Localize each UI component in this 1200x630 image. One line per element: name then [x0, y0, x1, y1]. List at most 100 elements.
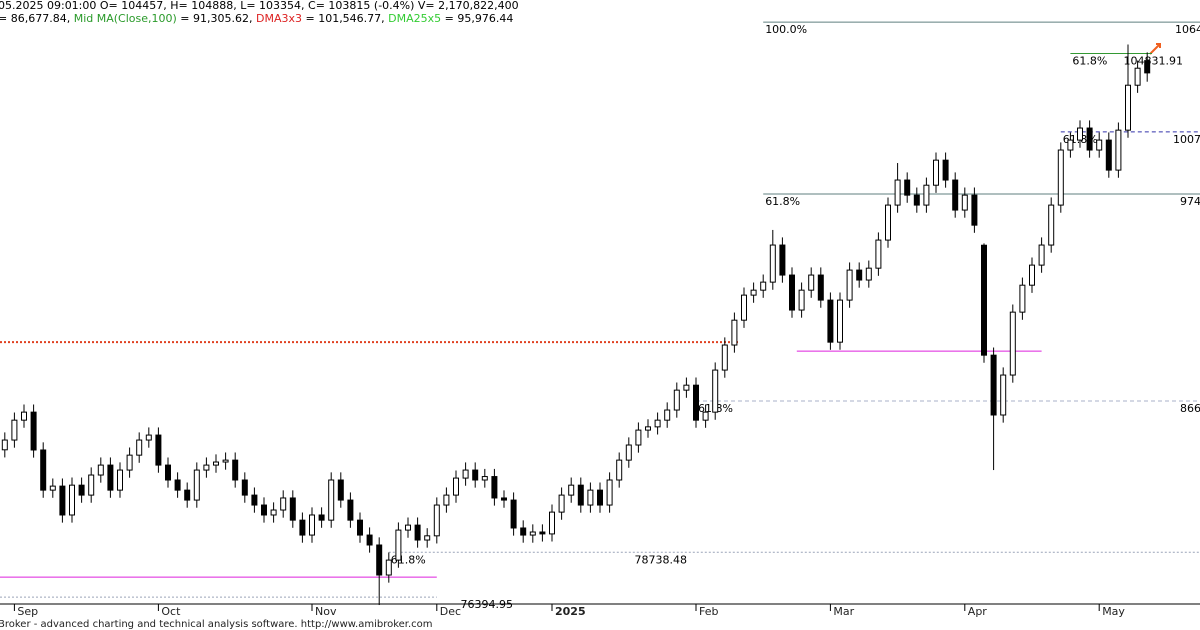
candle-body	[981, 244, 987, 356]
candle-body	[357, 519, 363, 536]
level-label: 61.8%	[765, 195, 800, 208]
candle-body	[875, 239, 882, 269]
candle-body	[683, 384, 690, 391]
header-segment: DMA25x5	[388, 12, 441, 25]
candle-body	[712, 369, 719, 413]
candle-body	[107, 464, 114, 491]
candle-body	[424, 535, 431, 541]
candle-body	[222, 459, 229, 463]
candle-body	[894, 179, 901, 206]
candle-body	[568, 484, 575, 496]
level-price-label: 104831.91	[1124, 54, 1184, 67]
candle-body	[1077, 127, 1083, 141]
candle-body	[693, 384, 699, 421]
candle-body	[952, 179, 959, 211]
candle-body	[721, 344, 728, 371]
header-segment: = 95,976.44	[441, 12, 513, 25]
candle-body	[78, 484, 85, 496]
header-segment: DMA3x3	[256, 12, 302, 25]
candle-body	[510, 499, 517, 529]
candle-body	[520, 527, 527, 536]
candle-body	[760, 281, 767, 291]
candle-body	[414, 524, 421, 541]
candle-body	[1086, 127, 1093, 151]
candle-body	[193, 469, 200, 501]
candle-body	[1144, 60, 1151, 74]
x-tick-label: May	[1102, 605, 1125, 618]
candle-body	[117, 469, 123, 491]
level-price-label: 76394.95	[461, 598, 514, 611]
candle-body	[261, 504, 267, 516]
candle-body	[731, 319, 738, 346]
candle-body	[1, 439, 8, 451]
candle-body	[232, 459, 239, 481]
candle-body	[577, 484, 584, 506]
candle-body	[549, 511, 555, 535]
candle-body	[942, 159, 949, 181]
x-tick-label: Feb	[699, 605, 718, 618]
candle-body	[827, 299, 834, 343]
candle-body	[213, 461, 219, 466]
candle-body	[337, 479, 344, 501]
candle-body	[606, 479, 613, 506]
candle-body	[1105, 139, 1112, 171]
level-label: 100.0%	[765, 23, 807, 36]
candle-body	[885, 204, 891, 241]
header-line-2: = 86,677.84, Mid MA(Close,100) = 91,305.…	[0, 12, 513, 25]
candle-body	[1134, 67, 1141, 86]
level-price-label: 106470	[1175, 23, 1200, 36]
candle-body	[1038, 244, 1045, 266]
x-tick-label: Sep	[17, 605, 38, 618]
candle-body	[837, 299, 843, 343]
candle-body	[40, 449, 47, 491]
candle-body	[184, 489, 191, 501]
footer: Broker - advanced charting and technical…	[0, 619, 433, 630]
candle-body	[453, 477, 459, 496]
level-price-label: 100730	[1173, 133, 1200, 146]
candle-body	[750, 289, 757, 296]
candle-body	[49, 485, 56, 491]
candle-body	[865, 267, 872, 281]
candle-body	[309, 514, 315, 536]
candle-body	[491, 476, 498, 499]
candle-body	[136, 439, 143, 456]
x-tick-label: 2025	[555, 605, 586, 618]
candle-body	[481, 476, 488, 481]
candle-body	[529, 531, 536, 536]
candle-body	[174, 479, 181, 491]
candle-body	[366, 534, 373, 546]
candle-body	[299, 519, 306, 536]
candle-body	[1115, 129, 1122, 171]
candle-body	[241, 479, 248, 496]
candle-body	[616, 459, 623, 481]
candle-body	[990, 354, 997, 416]
candle-body	[664, 409, 671, 421]
candle-body	[472, 469, 479, 481]
candle-body	[145, 434, 152, 441]
candle-body	[1125, 84, 1131, 131]
candle-body	[558, 494, 565, 513]
candle-body	[789, 274, 795, 311]
candle-body	[808, 274, 815, 291]
candle-body	[587, 489, 594, 506]
candle-body	[635, 429, 642, 446]
candle-body	[961, 194, 968, 211]
candle-body	[1029, 264, 1035, 286]
candle-body	[126, 454, 133, 471]
candle-body	[971, 194, 978, 226]
candle-body	[673, 389, 680, 411]
x-tick-label: Apr	[968, 605, 988, 618]
candle-body	[539, 531, 546, 535]
candle-body	[1000, 374, 1007, 416]
candle-body	[376, 544, 383, 576]
candle-body	[1096, 139, 1103, 151]
x-tick-label: Nov	[315, 605, 337, 618]
candle-body	[21, 411, 27, 421]
candle-body	[1057, 149, 1064, 206]
x-tick-label: Dec	[440, 605, 461, 618]
candle-body	[625, 444, 632, 461]
candle-body	[856, 269, 863, 281]
candle-body	[1009, 311, 1016, 376]
candle-body	[1019, 284, 1026, 313]
